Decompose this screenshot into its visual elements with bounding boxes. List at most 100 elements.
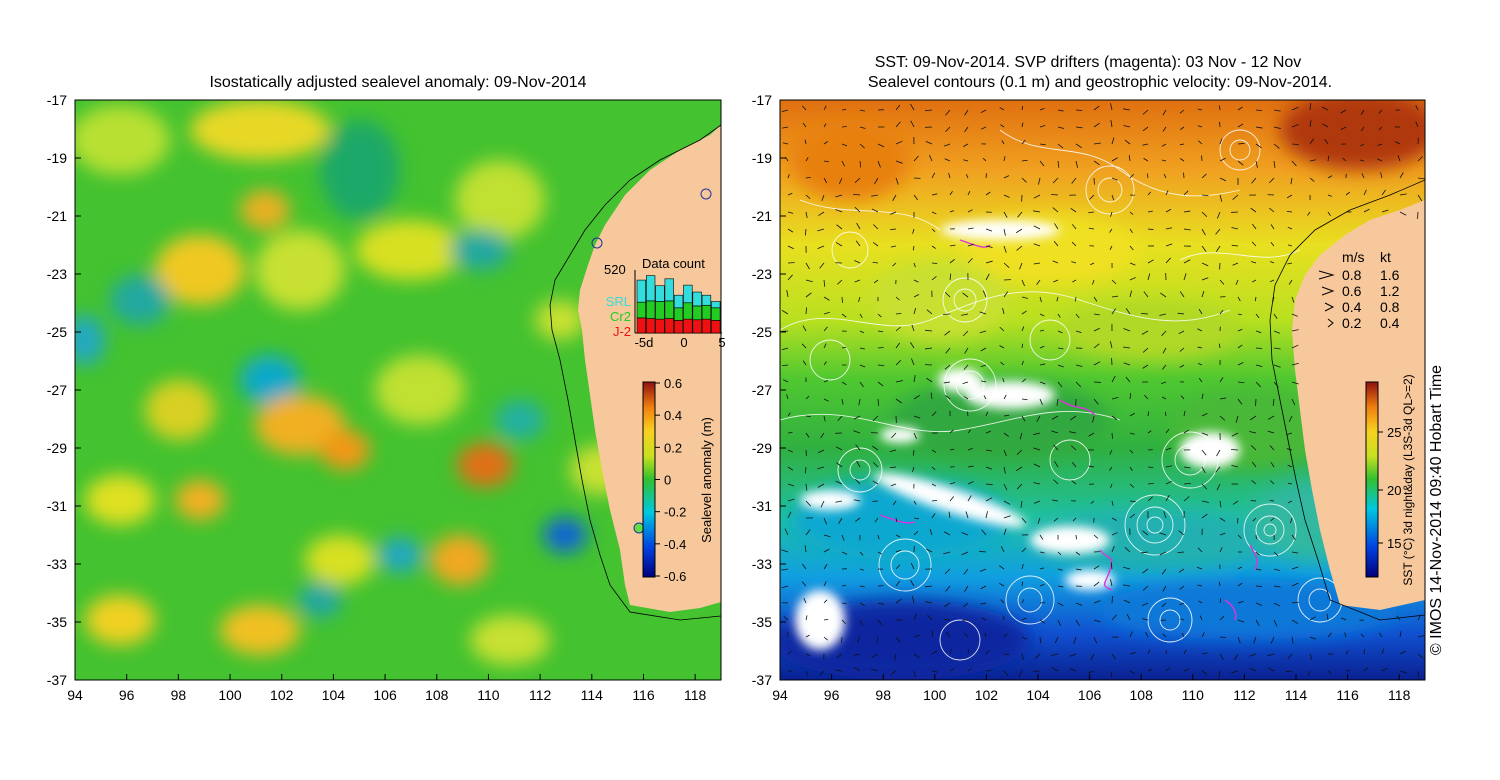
velocity-arrow	[1017, 211, 1023, 218]
right-panel-title-2: Sealevel contours (0.1 m) and geostrophi…	[868, 74, 1332, 91]
velocity-arrow	[823, 343, 827, 349]
velocity-arrow	[802, 122, 807, 128]
velocity-arrow	[1052, 499, 1059, 502]
velocity-arrow	[1197, 108, 1203, 111]
velocity-arrow	[1342, 157, 1347, 162]
velocity-arrow	[1129, 290, 1132, 298]
velocity-arrow	[858, 398, 861, 406]
right-y-tick-label: -17	[752, 92, 772, 108]
right-x-tick-label: 98	[875, 687, 891, 703]
velocity-arrow	[817, 483, 825, 488]
velocity-arrow	[1075, 330, 1082, 333]
velocity-arrow	[963, 364, 969, 370]
velocity-arrow	[1237, 296, 1241, 302]
velocity-arrow	[1039, 107, 1045, 111]
velocity-arrow	[890, 228, 897, 230]
velocity-arrow	[1111, 295, 1119, 298]
velocity-arrow	[787, 431, 793, 434]
velocity-arrow	[980, 602, 987, 605]
velocity-arrow	[1092, 279, 1095, 285]
velocity-arrow	[1216, 449, 1221, 457]
right-x-tick-label: 114	[1285, 687, 1308, 703]
data-count-max-label: 520	[604, 262, 626, 277]
data-count-bar-cr2	[636, 301, 646, 319]
velocity-arrow	[1249, 667, 1257, 672]
velocity-arrow	[1093, 160, 1100, 166]
velocity-arrow	[1123, 328, 1131, 332]
velocity-arrow	[1129, 277, 1136, 281]
velocity-arrow	[1000, 361, 1005, 366]
velocity-arrow	[985, 449, 992, 452]
velocity-arrow	[1000, 124, 1005, 128]
velocity-arrow	[1147, 191, 1152, 196]
velocity-arrow	[841, 619, 846, 624]
velocity-arrow	[781, 585, 789, 589]
velocity-arrow	[1237, 582, 1243, 587]
velocity-arrow	[1197, 547, 1203, 553]
data-count-bar-j2	[645, 318, 656, 334]
velocity-arrow	[854, 177, 861, 183]
data-count-bar-srl	[645, 275, 656, 302]
velocity-arrow	[823, 618, 829, 621]
velocity-arrow	[821, 194, 825, 201]
velocity-arrow	[1201, 245, 1207, 252]
velocity-arrow	[1033, 432, 1041, 436]
left-y-tick-label: -23	[47, 266, 67, 282]
velocity-arrow	[1381, 667, 1388, 672]
velocity-arrow	[967, 190, 971, 196]
velocity-arrow	[985, 430, 991, 434]
velocity-arrow	[1381, 189, 1387, 196]
velocity-arrow	[1255, 313, 1260, 319]
velocity-arrow	[912, 245, 915, 251]
velocity-arrow	[912, 228, 915, 234]
velocity-arrow	[1218, 105, 1221, 111]
velocity-arrow	[1123, 125, 1131, 128]
velocity-arrow	[913, 432, 917, 439]
velocity-arrow	[925, 585, 933, 588]
right-x-axis: 94 96 98 100 102 104 106 108 110 112 114 116 118	[772, 674, 1411, 703]
velocity-arrow	[1183, 482, 1191, 485]
velocity-arrow	[1251, 279, 1257, 283]
geostrophic-velocity-arrows	[781, 103, 1425, 678]
velocity-arrow	[1201, 432, 1209, 436]
velocity-arrow	[872, 480, 879, 485]
velocity-arrow	[1054, 461, 1059, 468]
velocity-arrow	[1381, 209, 1389, 213]
velocity-arrow	[872, 445, 879, 451]
velocity-arrow	[1287, 226, 1293, 230]
velocity-arrow	[1216, 483, 1221, 491]
data-count-bar-j2	[701, 318, 712, 334]
velocity-arrow	[1291, 344, 1299, 349]
data-count-xlabel: 5	[718, 335, 725, 350]
velocity-arrow	[890, 483, 897, 487]
velocity-arrow	[931, 670, 938, 673]
velocity-arrow	[1016, 483, 1023, 490]
velocity-arrow	[855, 444, 861, 451]
velocity-arrow	[782, 126, 789, 129]
velocity-arrow	[1201, 173, 1207, 179]
velocity-arrow	[944, 602, 951, 607]
velocity-arrow	[871, 194, 879, 197]
velocity-arrow	[1215, 466, 1221, 473]
velocity-arrow	[1021, 581, 1024, 587]
velocity-arrow	[1237, 313, 1243, 316]
velocity-arrow	[1345, 191, 1351, 196]
velocity-arrow	[1345, 669, 1351, 672]
velocity-arrow	[895, 534, 901, 538]
velocity-arrow	[890, 211, 897, 215]
velocity-arrow	[1179, 364, 1185, 368]
left-y-tick-label: -21	[47, 208, 67, 224]
velocity-arrow	[1273, 109, 1281, 112]
velocity-arrow	[1141, 330, 1149, 335]
velocity-arrow	[1198, 600, 1203, 604]
sla-anomaly-blobs	[75, 100, 630, 665]
velocity-arrow	[782, 364, 789, 367]
velocity-arrow	[1075, 551, 1081, 556]
velocity-arrow	[1129, 670, 1135, 674]
velocity-arrow	[1183, 228, 1191, 231]
velocity-arrow	[1147, 411, 1150, 417]
left-y-tick-label: -33	[47, 556, 67, 572]
data-count-bar-j2	[683, 318, 693, 334]
velocity-arrow	[1015, 466, 1023, 472]
velocity-arrow	[1129, 500, 1136, 503]
